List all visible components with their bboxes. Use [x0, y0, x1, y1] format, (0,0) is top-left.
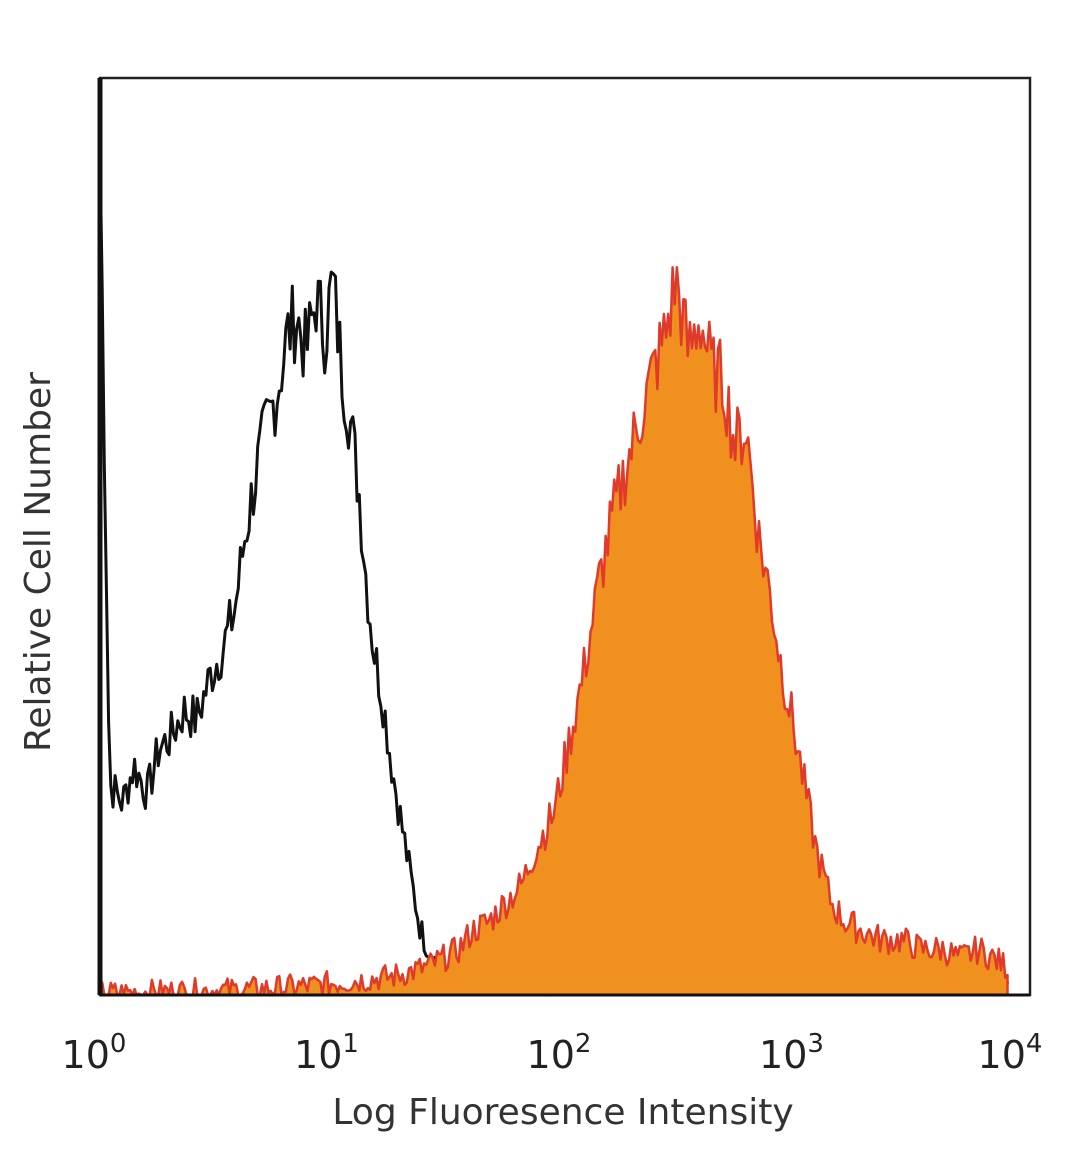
x-tick-label: 102 [527, 1029, 592, 1077]
x-axis-label: Log Fluoresence Intensity [332, 1092, 793, 1133]
x-tick-label: 104 [978, 1029, 1043, 1077]
x-tick-label: 103 [759, 1029, 824, 1077]
x-tick-label: 101 [294, 1029, 359, 1077]
stained-histogram-area [98, 265, 1009, 997]
y-axis-label: Relative Cell Number [18, 372, 59, 752]
plot-area [98, 152, 1009, 997]
x-tick-label: 100 [62, 1029, 127, 1077]
x-tick-labels: 100 101 102 103 104 [62, 1029, 1043, 1077]
